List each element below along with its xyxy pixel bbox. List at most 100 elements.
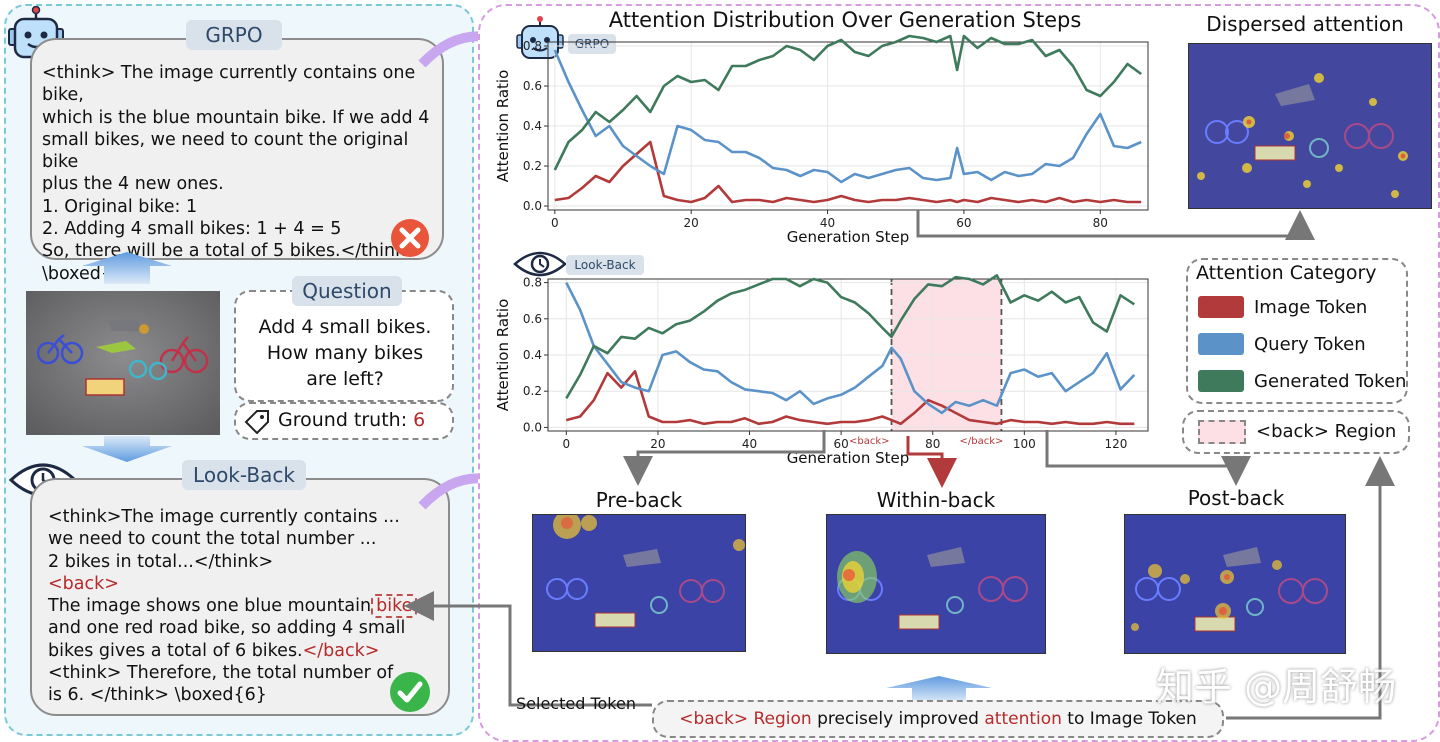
y-tick-label: 0.0 (523, 199, 542, 213)
y-tick-label: 0.6 (523, 312, 542, 326)
y-tick-label: 0.0 (523, 420, 542, 434)
legend-item-query-token: Query Token (1198, 327, 1406, 361)
series-line-query-token (565, 282, 1136, 415)
legend-item-image-token: Image Token (1198, 290, 1406, 324)
series-line-query-token (553, 49, 1142, 184)
series-line-image-token (554, 140, 1142, 204)
grpo-label: GRPO (186, 20, 282, 50)
y-tick-label: 0.4 (523, 119, 542, 133)
grpo-chart-tag: GRPO (568, 34, 616, 54)
x-tick-label: 40 (820, 216, 835, 230)
question-text: Add 4 small bikes. How many bikes are le… (240, 314, 450, 392)
dispersed-heatmap (1188, 43, 1432, 209)
pre-back-heatmap (532, 514, 746, 652)
text-line: small bikes, we need to count the origin… (42, 129, 409, 173)
text-line: and one red road bike, so adding 4 small (48, 618, 406, 639)
back-open-tag: <back> (48, 573, 119, 594)
ground-truth-label: Ground truth: (278, 409, 408, 431)
lookback-label: Look-Back (182, 460, 306, 490)
grpo-attention-chart: 0.0 0.2 0.4 0.6 0.8 0 20 40 60 80 Generation Step A… (494, 34, 1149, 246)
note-part: <back> Region (679, 709, 812, 729)
x-tick-label: 20 (650, 437, 665, 451)
lookback-response-bubble (30, 478, 450, 716)
up-arrow-icon (82, 252, 172, 284)
text-line: The image shows one blue mountain bike (48, 594, 448, 619)
question-label: Question (292, 276, 402, 306)
selected-token[interactable]: bike (371, 594, 418, 619)
text-line: How many bikes (266, 342, 424, 364)
text-line: plus the 4 new ones. (42, 174, 224, 195)
text-line: 2 bikes in total...</think> (48, 551, 274, 572)
ground-truth-value: 6 (413, 409, 426, 431)
y-tick-label: 0.2 (523, 384, 542, 398)
x-tick-label: 100 (1013, 437, 1036, 451)
x-tick-label: 40 (742, 437, 757, 451)
text-line: which is the blue mountain bike. If we a… (42, 107, 430, 128)
text-line: <think> The image currently contains one… (42, 63, 416, 106)
text-line: bikes gives a total of 6 bikes.</back> (48, 640, 448, 662)
back-region-swatch (1198, 420, 1246, 444)
lookback-chart-tag: Look-Back (566, 255, 644, 275)
down-arrow-icon (82, 436, 172, 462)
text-line: <think>The image currently contains ... (48, 507, 400, 527)
up-gradient-arrow-icon (886, 676, 992, 702)
back-end-label: </back> (960, 436, 1004, 447)
figure-title: Attention Distribution Over Generation S… (608, 8, 1082, 32)
selected-token-label: Selected Token (516, 694, 636, 713)
dispersed-title: Dispersed attention (1206, 12, 1404, 36)
watermark: 知乎 @周舒畅 (1156, 665, 1397, 709)
wrong-icon (391, 219, 429, 257)
legend-label: Image Token (1254, 296, 1368, 318)
lookback-response-text: <think>The image currently contains ... … (48, 506, 448, 707)
series-line-image-token (565, 370, 1135, 426)
pre-back-title: Pre-back (595, 488, 683, 512)
x-tick-label: 0 (551, 216, 559, 230)
plot-frame (547, 278, 1149, 432)
text-line: 1. Original bike: 1 (42, 196, 198, 217)
y-tick-label: 0.2 (523, 159, 542, 173)
within-back-heatmap (826, 514, 1046, 654)
legend-swatch (1198, 370, 1244, 392)
back-close-tag: </back> (302, 640, 380, 661)
ground-truth-box (234, 402, 454, 440)
tag-icon (244, 410, 269, 434)
lookback-attention-chart: <back> </back> 0.0 0.2 0.4 0.6 0.8 0 20 40 60 80 100… (494, 274, 1149, 467)
x-axis-label: Generation Step (787, 228, 910, 246)
series-line-generated-token (565, 274, 1136, 400)
text-segment: The image shows one blue mountain (48, 596, 372, 617)
back-region-label: <back> Region (1256, 421, 1397, 442)
series-line-generated-token (553, 34, 1142, 171)
legend-swatch (1198, 333, 1244, 355)
post-back-title: Post-back (1187, 486, 1285, 510)
text-segment: bikes gives a total of 6 bikes. (48, 640, 303, 661)
ground-truth: Ground truth: 6 (278, 408, 425, 432)
within-back-title: Within-back (876, 488, 996, 512)
y-axis-label: Attention Ratio (494, 70, 512, 183)
y-tick-label: 0.8 (523, 39, 542, 53)
back-start-label: <back> (849, 436, 890, 447)
legend-title: Attention Category (1196, 262, 1377, 284)
text-line: are left? (306, 368, 384, 390)
plot-frame (547, 41, 1149, 211)
x-axis-label: Generation Step (787, 449, 910, 467)
x-tick-label: 0 (563, 437, 571, 451)
correct-icon (390, 672, 430, 712)
y-tick-label: 0.6 (523, 79, 542, 93)
text-line: we need to count the total number ... (48, 529, 377, 550)
legend-label: Generated Token (1254, 370, 1407, 392)
text-line: 2. Adding 4 small bikes: 1 + 4 = 5 (42, 219, 342, 240)
y-tick-label: 0.8 (523, 276, 542, 290)
text-line: <think> Therefore, the total number of b… (48, 663, 400, 684)
robot-small-icon (516, 16, 564, 59)
note-part: to Image Token (1061, 709, 1197, 729)
note-part: attention (984, 709, 1062, 729)
text-line: is 6. </think> \boxed{6} (48, 685, 267, 706)
x-tick-label: 120 (1104, 437, 1127, 451)
y-axis-label: Attention Ratio (494, 299, 512, 412)
eye-small-icon (513, 251, 567, 277)
x-tick-label: 60 (956, 216, 971, 230)
legend-label: Query Token (1254, 333, 1366, 355)
legend-list: Image Token Query Token Generated Token (1198, 290, 1406, 398)
bottom-note: <back> Region precisely improved attenti… (652, 708, 1224, 730)
x-tick-label: 80 (1093, 216, 1108, 230)
